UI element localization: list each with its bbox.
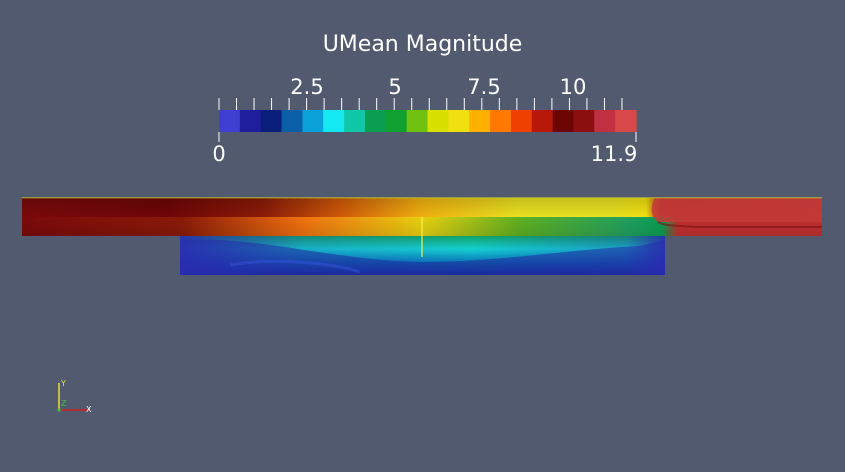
color-legend-bar [219,110,637,132]
legend-title: UMean Magnitude [322,32,523,57]
colorbar-swatch [448,110,470,132]
legend-tick-label: 7.5 [467,75,501,99]
colorbar-swatch [281,110,303,132]
colorbar-swatch [469,110,491,132]
colorbar-swatch [344,110,366,132]
colorbar-swatch [490,110,512,132]
colorbar-swatch [552,110,575,132]
legend-tick-label: 2.5 [290,75,324,99]
colorbar-swatch [260,110,283,132]
axis-y-label: Y [61,379,66,388]
colorbar-swatch [427,110,449,132]
colorbar-swatch [219,110,241,132]
legend-range-min: 0 [212,142,226,166]
colorbar-swatch [239,110,262,132]
colorbar-swatch [323,110,345,132]
colorbar-swatch [302,110,324,132]
axis-x-label: X [86,405,92,414]
colorbar-swatch [385,110,408,132]
legend-tick-label: 10 [559,75,587,99]
colorbar-swatch [531,110,554,132]
colorbar-swatch [594,110,616,132]
flow-field-render[interactable] [22,197,822,275]
colorbar-swatch [364,110,387,132]
axis-z-label: Z [61,399,67,408]
legend-tick-label: 5 [388,75,402,99]
colorbar-swatch [615,110,637,132]
color-legend-tick-marks [218,98,637,142]
legend-range-max: 11.9 [590,142,638,166]
colorbar-swatch [406,110,429,132]
orientation-axes-widget [57,383,90,412]
colorbar-swatch [510,110,533,132]
colorbar-swatch [573,110,595,132]
cavity-region [180,235,665,275]
